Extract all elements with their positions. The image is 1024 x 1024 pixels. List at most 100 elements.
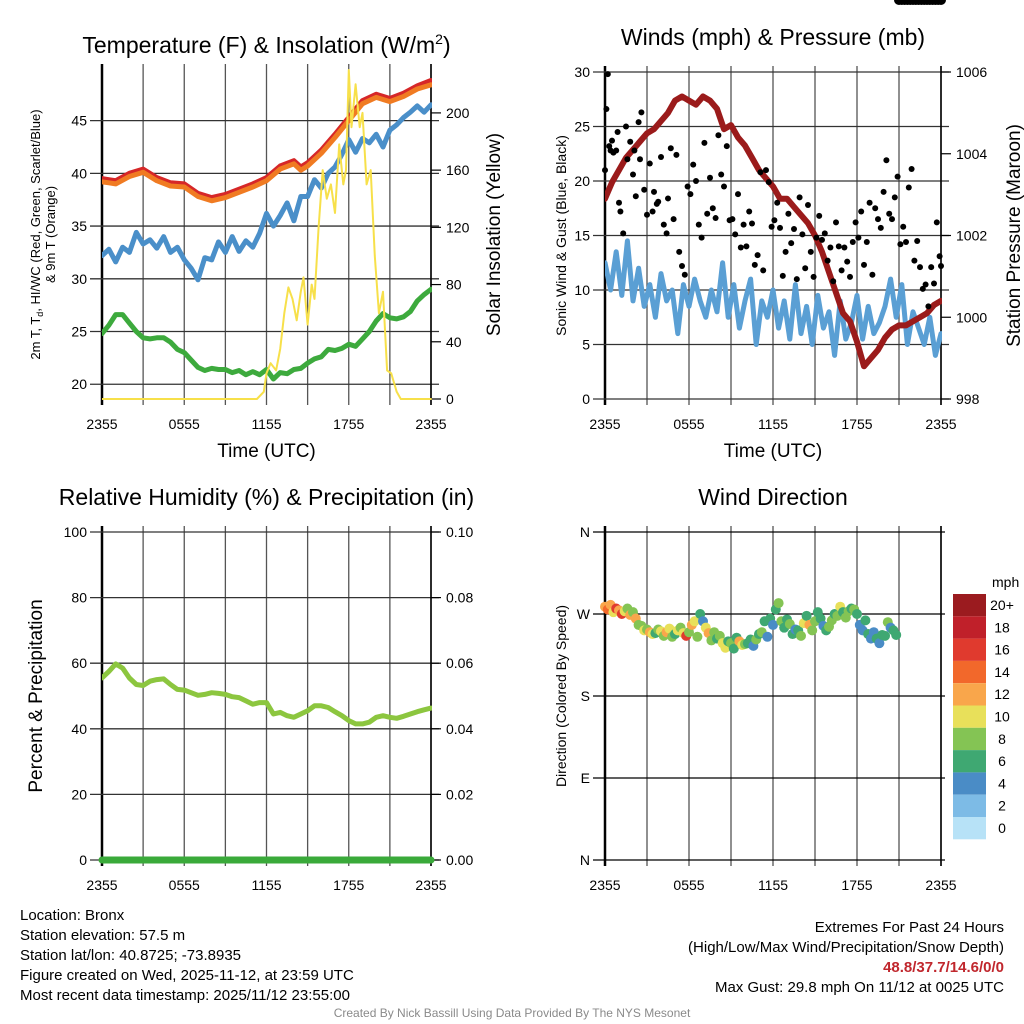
legend-swatch <box>953 794 986 817</box>
gust-point <box>807 248 814 255</box>
legend-label: 4 <box>998 775 1006 791</box>
gust-point <box>735 191 741 198</box>
gust-point <box>757 169 764 176</box>
legend-label: 14 <box>994 664 1010 680</box>
extremes-description: (High/Low/Max Wind/Precipitation/Snow De… <box>688 939 1004 956</box>
gust-point <box>617 208 624 215</box>
direction-point <box>807 625 818 636</box>
y-tick-label: 25 <box>71 324 87 340</box>
gust-point <box>737 244 744 251</box>
x-tick-label: 2355 <box>589 416 620 432</box>
gust-point <box>684 183 691 190</box>
gust-point <box>911 257 918 264</box>
gust-point <box>900 223 907 230</box>
gust-point <box>785 210 792 217</box>
extremes-title: Extremes For Past 24 Hours <box>814 919 1004 936</box>
gust-point <box>765 179 772 186</box>
legend-swatch <box>953 705 986 728</box>
chart-temperature: Temperature (F) & Insolation (W/m2)2355 0… <box>28 31 505 462</box>
gust-point <box>749 220 755 227</box>
gust-point <box>914 237 921 244</box>
gust-point <box>729 216 736 223</box>
gust-point <box>754 252 761 259</box>
right-tick-label: 0.04 <box>446 721 473 737</box>
gust-point <box>632 193 639 200</box>
gust-point <box>844 258 851 265</box>
right-tick-label: 40 <box>446 334 462 350</box>
y-tick-label: 60 <box>71 655 87 671</box>
y-tick-label: 20 <box>71 786 87 802</box>
gust-point <box>658 154 664 161</box>
gust-point <box>788 240 795 247</box>
direction-point <box>768 619 778 630</box>
gust-point <box>897 241 904 248</box>
y-tick-label: 100 <box>64 524 88 540</box>
gust-point <box>821 230 828 237</box>
x-tick-label: 0555 <box>673 877 704 893</box>
gust-point <box>925 303 932 310</box>
gust-point <box>863 239 870 246</box>
series-sonic-wind <box>605 238 942 358</box>
gust-point <box>799 231 806 238</box>
gust-point <box>698 234 705 241</box>
gust-point <box>620 230 627 237</box>
right-tick-label: 80 <box>446 277 462 293</box>
gust-point <box>810 273 817 280</box>
direction-point <box>852 609 862 619</box>
legend-label: 6 <box>998 753 1006 769</box>
x-tick-label: 2355 <box>86 416 117 432</box>
gust-point <box>616 199 622 206</box>
y-axis-label-line2: & 9m T (Orange) <box>43 186 58 283</box>
gust-point <box>928 264 935 271</box>
gust-point <box>869 271 876 278</box>
x-tick-label: 2355 <box>415 416 446 432</box>
created-text: Figure created on Wed, 2025-11-12, at 23… <box>20 967 354 984</box>
gust-point <box>774 199 781 206</box>
gust-point <box>852 219 859 226</box>
elevation-text: Station elevation: 57.5 m <box>20 927 186 944</box>
right-tick-label: 0 <box>446 391 454 407</box>
direction-point <box>773 598 784 609</box>
right-tick-label: 0.10 <box>446 524 473 540</box>
gust-point <box>880 188 887 195</box>
gust-point <box>602 167 608 174</box>
gust-point <box>646 160 653 167</box>
gust-point <box>905 184 912 191</box>
gust-point <box>877 224 884 231</box>
gust-point <box>791 225 797 232</box>
right-tick-label: 1002 <box>956 228 987 244</box>
right-tick-label: 1004 <box>956 146 987 162</box>
y-tick-label: 0 <box>79 852 87 868</box>
series-relative-humidity <box>102 661 432 727</box>
extremes-info: Extremes For Past 24 Hours (High/Low/Max… <box>688 918 1004 998</box>
gust-point <box>919 285 926 292</box>
gust-point <box>841 244 848 251</box>
gust-point <box>649 208 656 215</box>
chart-title: Temperature (F) & Insolation (W/m2) <box>82 31 450 58</box>
chart-humidity: Relative Humidity (%) & Precipitation (i… <box>26 484 474 893</box>
max-gust-text: Max Gust: 29.8 mph On 11/12 at 0025 UTC <box>714 979 1004 996</box>
y-tick-label: 5 <box>582 337 590 353</box>
gust-point <box>824 257 831 264</box>
direction-point <box>880 630 890 641</box>
gust-point <box>796 194 803 201</box>
gust-point <box>715 132 722 139</box>
y-tick-label: 25 <box>574 119 590 135</box>
legend-swatch <box>953 616 986 639</box>
gust-point <box>690 161 697 168</box>
chart-wind-direction: Wind Direction 2355 0555 1155 1755 2355 N E S W N D… <box>553 0 1019 893</box>
gust-point <box>740 221 747 228</box>
right-tick-label: 0.08 <box>446 590 473 606</box>
direction-point <box>860 615 871 626</box>
legend-label: 0 <box>998 820 1006 836</box>
gust-point <box>782 248 789 255</box>
gust-point <box>802 265 809 272</box>
gust-point <box>889 216 895 223</box>
gust-point <box>655 198 662 205</box>
y-tick-label: E <box>581 770 590 786</box>
gust-point <box>704 210 711 217</box>
x-tick-label: 2355 <box>925 416 956 432</box>
gust-point <box>833 219 839 226</box>
gust-point <box>604 71 611 78</box>
